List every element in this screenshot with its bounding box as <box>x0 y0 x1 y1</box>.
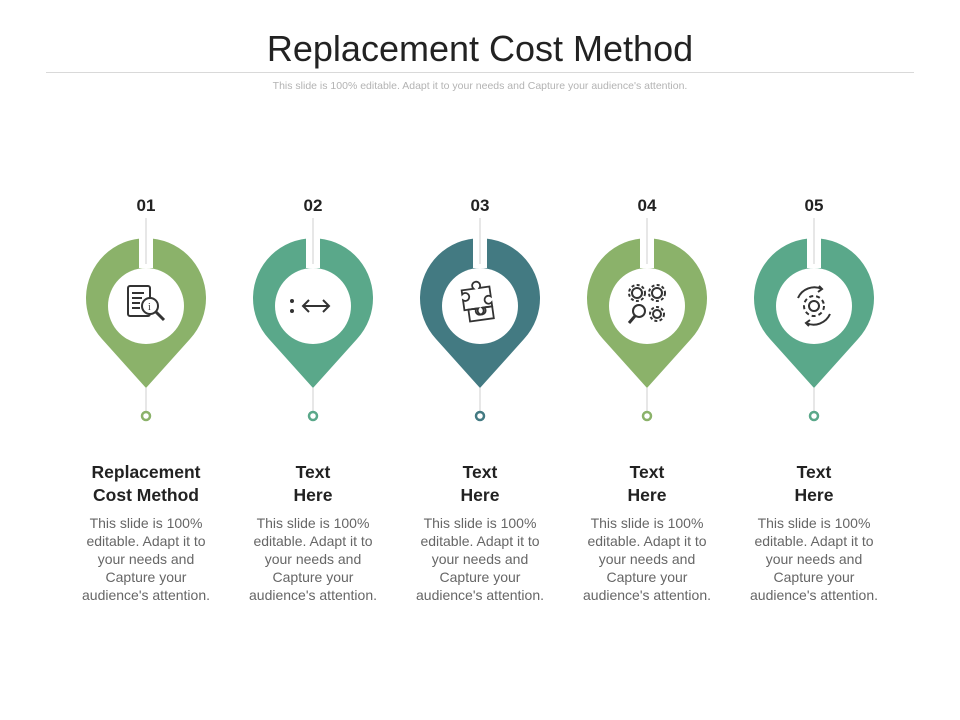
step-title: Text Here <box>734 461 894 507</box>
step-title: Text Here <box>400 461 560 507</box>
step-number: 01 <box>136 196 156 215</box>
step-title-line: Here <box>627 485 667 505</box>
pin-marker: i <box>86 218 206 428</box>
step-title-line: Text <box>462 462 498 482</box>
step-title-line: Replacement <box>91 462 201 482</box>
step-description: This slide is 100% editable. Adapt it to… <box>416 515 544 603</box>
svg-text:i: i <box>148 302 151 313</box>
step-title: Text Here <box>567 461 727 507</box>
step-4: 04 Text Here This slide is 100% editable… <box>567 196 727 616</box>
pin-marker <box>420 218 540 428</box>
pin-marker <box>587 218 707 428</box>
document-search-icon: i <box>116 276 176 336</box>
step-number: 04 <box>637 196 657 215</box>
pin-marker <box>253 218 373 428</box>
step-title-line: Text <box>295 462 331 482</box>
puzzle-icon <box>450 276 510 336</box>
gear-cycle-icon <box>784 276 844 336</box>
step-description: This slide is 100% editable. Adapt it to… <box>750 515 878 603</box>
step-title-line: Here <box>794 485 834 505</box>
step-number: 05 <box>804 196 824 215</box>
step-3: 03 Text Here This slide is 100% editable… <box>400 196 560 616</box>
step-5: 05 Text Here This slide is 100% editable… <box>734 196 894 616</box>
step-2: 02 Text Here This slide is 100% editable… <box>233 196 393 616</box>
step-title: Text Here <box>233 461 393 507</box>
step-title-line: Here <box>293 485 333 505</box>
step-number: 02 <box>303 196 323 215</box>
page-subtitle: This slide is 100% editable. Adapt it to… <box>272 80 688 92</box>
step-title-line: Cost Method <box>93 485 199 505</box>
gears-search-icon <box>617 276 677 336</box>
step-description: This slide is 100% editable. Adapt it to… <box>82 515 210 603</box>
step-title-line: Text <box>629 462 665 482</box>
step-title-line: Here <box>460 485 500 505</box>
double-arrow-icon <box>283 276 343 336</box>
step-title-line: Text <box>796 462 832 482</box>
step-title: Replacement Cost Method <box>66 461 226 507</box>
step-description: This slide is 100% editable. Adapt it to… <box>583 515 711 603</box>
page-title: Replacement Cost Method <box>266 28 694 69</box>
pin-marker <box>754 218 874 428</box>
title-divider <box>46 72 914 73</box>
step-number: 03 <box>470 196 490 215</box>
step-description: This slide is 100% editable. Adapt it to… <box>249 515 377 603</box>
step-1: 01 i Replacement Cost Method This slide … <box>66 196 226 616</box>
